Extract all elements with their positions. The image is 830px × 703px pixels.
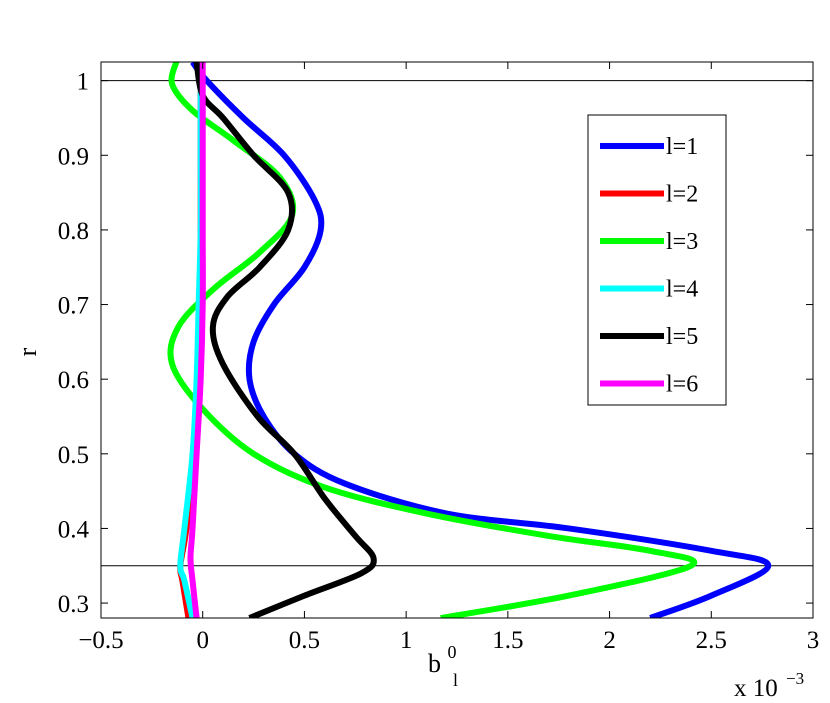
x-tick-label: 0.5 [289,627,320,654]
legend-label-l3: l=3 [666,229,698,255]
x-axis-label-subscript: l [453,670,458,690]
legend-label-l6: l=6 [666,372,698,398]
legend-label-l5: l=5 [666,324,698,350]
y-tick-label: 0.7 [58,293,89,320]
x-axis-multiplier-exponent: −3 [786,669,804,688]
legend-label-l1: l=1 [666,134,698,160]
x-axis-label-base: b [428,649,441,678]
series-line-l6 [187,62,206,618]
series-line-l5 [193,62,377,618]
legend-label-l4: l=4 [666,277,698,303]
x-tick-label: 2.5 [696,627,727,654]
y-tick-label: 0.3 [58,591,89,618]
x-tick-label: 3 [807,627,820,654]
y-axis-label: r [13,347,42,356]
x-tick-label: 1 [400,627,413,654]
x-axis-label-superscript: 0 [448,642,457,662]
legend: l=1 l=2 l=3 l=4 l=5 l=6 [587,114,727,406]
y-tick-label: 1 [77,69,90,96]
series-line-l1 [190,62,772,618]
x-tick-label: 0 [196,627,209,654]
y-tick-label: 0.6 [58,367,89,394]
plot-frame [100,61,814,619]
legend-label-l2: l=2 [666,182,698,208]
legend-box [587,114,727,406]
y-tick-label: 0.9 [58,143,89,170]
x-tick-label: −0.5 [78,627,123,654]
x-axis-label: b 0 l [428,635,463,690]
x-axis-multiplier: x 10 −3 [734,669,804,702]
y-tick-label: 0.4 [58,516,90,543]
x-tick-label: 1.5 [492,627,523,654]
y-tick-label: 0.8 [58,218,89,245]
x-tick-label: 2 [603,627,616,654]
x-axis-multiplier-base: x 10 [734,675,778,702]
y-tick-label: 0.5 [58,442,89,469]
